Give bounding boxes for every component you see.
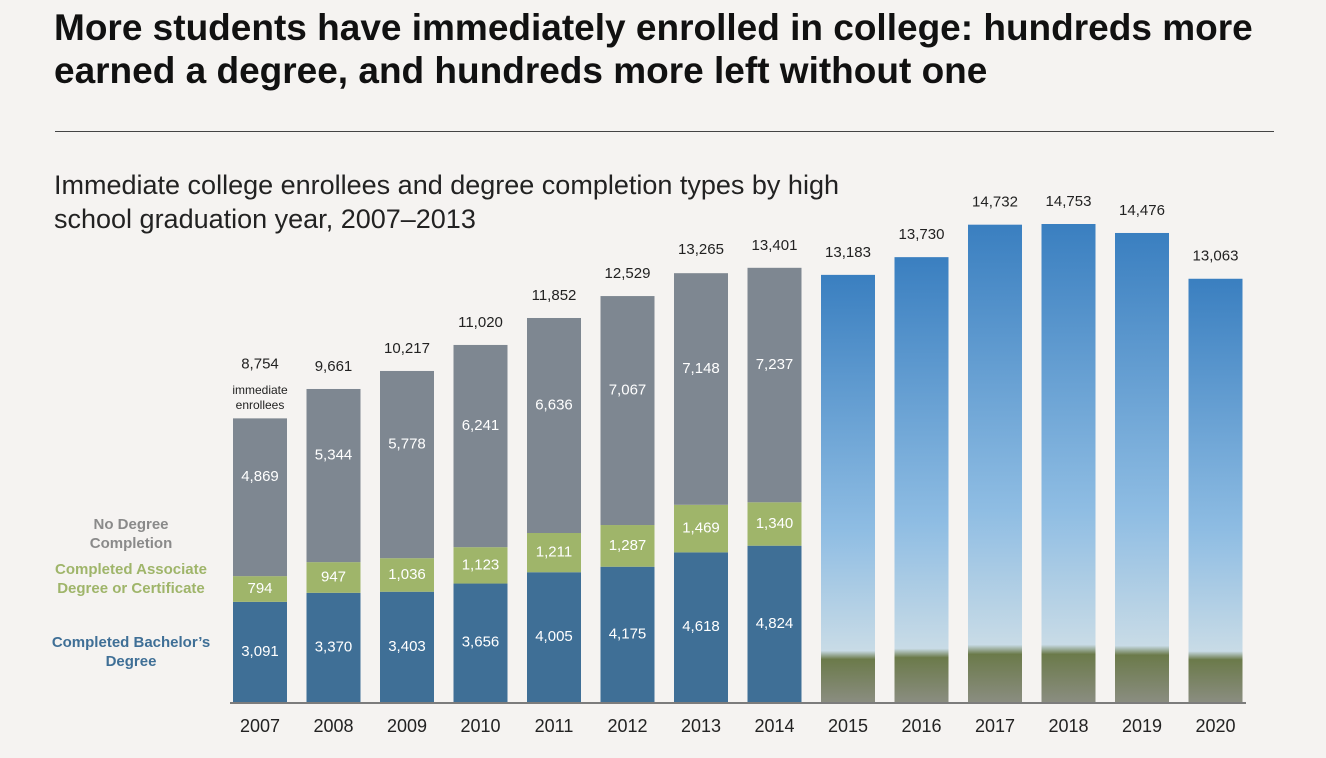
bar-segment xyxy=(306,592,361,702)
x-tick-label: 2020 xyxy=(1195,716,1235,736)
legend-entry: Completed Bachelor’s Degree xyxy=(51,634,211,670)
segment-label: 7,237 xyxy=(756,356,794,373)
total-label: 13,401 xyxy=(752,237,798,254)
bar-segment xyxy=(380,558,434,592)
legend-entry: No Degree Completion xyxy=(89,516,173,552)
total-label: 9,661 xyxy=(315,358,353,375)
x-tick-label: 2017 xyxy=(975,716,1015,736)
bar-segment xyxy=(600,296,655,526)
divider xyxy=(55,131,1274,132)
segment-label: 794 xyxy=(247,580,272,597)
segment-label: 5,344 xyxy=(315,447,353,464)
bar-segment xyxy=(600,525,655,567)
total-label: 14,753 xyxy=(1046,193,1092,210)
segment-label: 3,091 xyxy=(241,643,279,660)
bar-segment xyxy=(674,552,728,702)
x-tick-label: 2008 xyxy=(313,716,353,736)
total-bar xyxy=(1188,278,1243,702)
bar-segment xyxy=(527,533,581,573)
bar-segment xyxy=(233,576,287,602)
segment-label: 1,123 xyxy=(462,556,500,573)
total-label: 13,730 xyxy=(899,226,945,243)
segment-label: 1,469 xyxy=(682,520,720,537)
segment-label: 4,824 xyxy=(756,615,794,632)
total-label: 13,063 xyxy=(1193,248,1239,265)
bar-segment xyxy=(306,562,361,593)
x-tick-label: 2009 xyxy=(387,716,427,736)
x-tick-label: 2016 xyxy=(901,716,941,736)
total-label: 8,754 xyxy=(241,355,279,372)
segment-label: 1,211 xyxy=(536,544,572,561)
segment-label: 947 xyxy=(321,568,346,585)
x-tick-label: 2013 xyxy=(681,716,721,736)
total-bar xyxy=(1115,232,1169,702)
segment-label: 7,067 xyxy=(609,382,647,399)
bar-segment xyxy=(747,502,802,546)
bar-segment xyxy=(233,601,287,702)
bar-segment xyxy=(674,504,728,553)
segment-label: 4,869 xyxy=(241,468,279,485)
bar-segment xyxy=(527,317,581,534)
segment-label: 6,636 xyxy=(535,396,573,413)
total-bar xyxy=(894,257,949,702)
segment-label: 4,005 xyxy=(535,628,573,645)
total-label: 14,476 xyxy=(1119,202,1165,219)
bar-segment xyxy=(453,583,508,702)
segment-label: 6,241 xyxy=(462,417,500,434)
x-tick-label: 2010 xyxy=(460,716,500,736)
x-tick-label: 2011 xyxy=(535,716,574,736)
bar-segment xyxy=(527,572,581,702)
segment-label: 3,656 xyxy=(462,634,500,651)
segment-label: 1,036 xyxy=(388,566,426,583)
total-label: 13,265 xyxy=(678,241,724,258)
chart-title: More students have immediately enrolled … xyxy=(54,7,1253,91)
bar-segment xyxy=(453,344,508,548)
x-tick-label: 2018 xyxy=(1048,716,1088,736)
total-label: 12,529 xyxy=(605,265,651,282)
x-tick-label: 2007 xyxy=(240,716,280,736)
total-label: 11,852 xyxy=(532,287,577,304)
bar-segment xyxy=(600,566,655,702)
segment-label: 4,175 xyxy=(609,625,647,642)
annotation: immediate enrollees xyxy=(232,383,288,412)
bar-segment xyxy=(306,388,361,563)
bar-segment xyxy=(380,591,434,702)
bar-segment xyxy=(747,267,802,503)
total-bar xyxy=(821,274,875,702)
x-tick-label: 2014 xyxy=(754,716,794,736)
segment-label: 3,403 xyxy=(388,638,426,655)
chart-subtitle: Immediate college enrollees and degree c… xyxy=(54,170,839,234)
segment-label: 5,778 xyxy=(388,436,426,453)
total-bar xyxy=(1041,224,1096,702)
segment-label: 3,370 xyxy=(315,638,353,655)
total-label: 13,183 xyxy=(825,244,871,261)
x-tick-label: 2019 xyxy=(1122,716,1162,736)
total-label: 14,732 xyxy=(972,194,1018,211)
bar-segment xyxy=(747,545,802,702)
x-tick-label: 2015 xyxy=(828,716,868,736)
x-tick-label: 2012 xyxy=(607,716,647,736)
bar-segment xyxy=(233,418,287,577)
total-label: 11,020 xyxy=(458,314,503,331)
bar-segment xyxy=(674,273,728,505)
segment-label: 4,618 xyxy=(682,618,720,635)
bar-segment xyxy=(453,547,508,584)
segment-label: 7,148 xyxy=(682,360,720,377)
total-label: 10,217 xyxy=(384,340,430,357)
segment-label: 1,287 xyxy=(609,537,647,554)
total-bar xyxy=(968,224,1022,702)
bar-segment xyxy=(380,370,434,559)
legend-entry: Completed Associate Degree or Certificat… xyxy=(55,561,207,597)
segment-label: 1,340 xyxy=(756,515,794,532)
